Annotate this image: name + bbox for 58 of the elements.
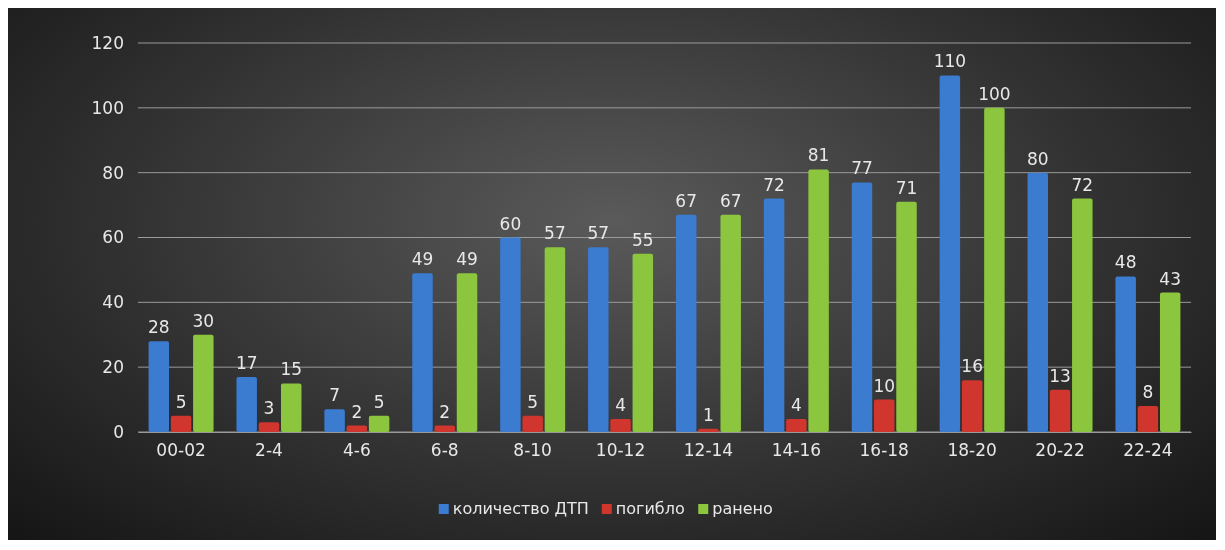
data-label: 2: [439, 401, 451, 422]
x-tick-label: 10-12: [595, 440, 646, 461]
y-tick-label: 60: [102, 227, 124, 248]
data-label: 110: [933, 51, 967, 72]
data-label: 71: [895, 177, 918, 198]
data-label: 30: [192, 310, 215, 331]
data-label: 80: [1026, 148, 1049, 169]
legend-label: погибло: [615, 499, 685, 518]
x-tick-label: 4-6: [342, 440, 371, 461]
legend-label: количество ДТП: [452, 499, 589, 518]
data-label: 7: [329, 385, 341, 406]
data-label: 2: [351, 401, 363, 422]
data-label: 49: [411, 249, 434, 270]
data-label: 72: [1071, 174, 1094, 195]
data-label: 4: [615, 395, 626, 416]
data-label: 10: [873, 375, 896, 396]
y-tick-label: 40: [102, 292, 124, 313]
data-label: 28: [147, 317, 170, 338]
y-tick-label: 100: [91, 97, 124, 118]
x-tick-label: 20-22: [1035, 440, 1085, 461]
y-tick-label: 0: [113, 421, 124, 442]
y-tick-label: 20: [102, 357, 124, 378]
data-label: 48: [1114, 252, 1137, 273]
x-tick-label: 12-14: [683, 440, 734, 461]
x-tick-label: 14-16: [771, 440, 822, 461]
data-label: 72: [763, 174, 785, 195]
data-label: 57: [544, 223, 566, 244]
x-tick-label: 00-02: [156, 440, 206, 461]
data-label: 5: [373, 391, 385, 412]
data-label: 67: [719, 190, 742, 211]
data-label: 8: [1142, 382, 1154, 403]
legend-label: ранено: [712, 499, 773, 518]
x-tick-label: 2-4: [255, 440, 283, 461]
data-label: 67: [675, 190, 698, 211]
data-label: 3: [263, 398, 275, 419]
x-tick-label: 8-10: [513, 440, 552, 461]
y-tick-label: 80: [102, 162, 124, 183]
data-label: 43: [1159, 268, 1182, 289]
x-tick-label: 16-18: [859, 440, 909, 461]
y-tick-label: 120: [91, 32, 124, 53]
data-label: 55: [631, 229, 654, 250]
x-tick-label: 18-20: [947, 440, 997, 461]
data-label: 81: [807, 145, 830, 166]
data-label: 4: [790, 395, 802, 416]
data-label: 1: [703, 404, 714, 425]
data-label: 5: [527, 391, 539, 412]
x-tick-label: 22-24: [1123, 440, 1173, 461]
x-tick-label: 6-8: [430, 440, 459, 461]
data-label: 15: [280, 359, 303, 380]
data-label: 57: [587, 223, 610, 244]
data-label: 17: [235, 352, 258, 373]
data-label: 49: [456, 249, 478, 270]
data-label: 13: [1049, 365, 1071, 386]
data-label: 60: [499, 213, 522, 234]
data-label: 16: [961, 356, 983, 377]
data-label: 100: [978, 83, 1011, 104]
data-label: 5: [175, 391, 187, 412]
data-label: 77: [851, 158, 873, 179]
